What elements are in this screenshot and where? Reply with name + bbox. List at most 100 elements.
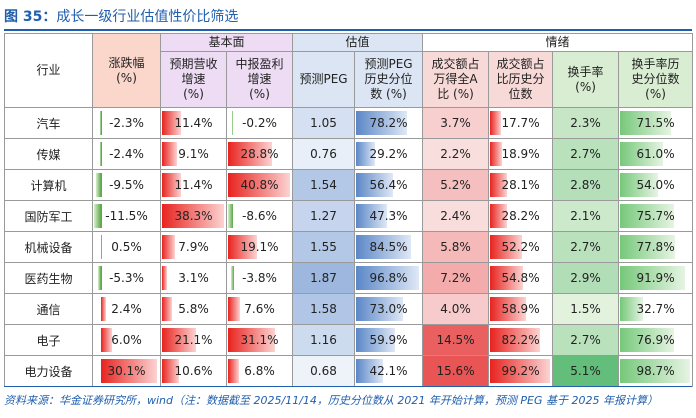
cell-amt-share: 7.2% — [422, 262, 490, 294]
cell-value: 52.2% — [501, 240, 540, 254]
cell-value: 0.5% — [111, 240, 142, 254]
cell-amt-pct: 58.9% — [488, 293, 554, 325]
cell-value: 5.8% — [440, 240, 471, 254]
cell-profit: 40.8% — [225, 169, 294, 201]
cell-turnover: 2.9% — [552, 262, 620, 294]
source-note: 资料来源：华金证券研究所，wind（注：数据截至 2025/11/14，历史分位… — [4, 394, 658, 407]
cell-peg: 1.87 — [292, 262, 356, 294]
cell-amt-share: 5.2% — [422, 169, 490, 201]
cell-value: 30.1% — [107, 364, 146, 378]
data-bar — [162, 266, 168, 290]
industry-name: 传媒 — [4, 138, 93, 170]
data-bar — [356, 204, 387, 228]
cell-value: 3.1% — [178, 271, 209, 285]
cell-amt-pct: 28.1% — [488, 169, 554, 201]
table-row: 机械设备 0.5% 7.9% 19.1% 1.55 84.5% 5.8% 52.2% 2.7% 7… — [4, 231, 694, 263]
data-bar — [101, 235, 102, 259]
data-bar — [356, 173, 393, 197]
cell-value: 29.2% — [369, 147, 408, 161]
cell-turnover-pct: 71.5% — [618, 107, 694, 139]
data-bar — [228, 142, 272, 166]
cell-value: 19.1% — [240, 240, 279, 254]
cell-value: -9.5% — [109, 178, 144, 192]
industry-name: 通信 — [4, 293, 93, 325]
table-row: 传媒 -2.4% 9.1% 28.8% 0.76 29.2% 2.2% 18.9% 2.7% 61… — [4, 138, 694, 170]
data-bar — [99, 142, 102, 166]
cell-value: 28.2% — [501, 209, 540, 223]
cell-profit: 6.8% — [225, 355, 294, 387]
cell-chg: -2.3% — [92, 107, 161, 139]
data-bar — [620, 266, 685, 290]
cell-value: 2.1% — [570, 209, 601, 223]
data-bar — [162, 204, 225, 228]
cell-value: 28.1% — [501, 178, 540, 192]
data-bar — [490, 328, 540, 352]
cell-amt-pct: 99.2% — [488, 355, 554, 387]
data-bar — [162, 328, 197, 352]
data-bar — [620, 204, 674, 228]
cell-value: 11.4% — [174, 178, 213, 192]
footer-rule — [4, 386, 692, 387]
cell-value: 73.0% — [369, 302, 408, 316]
cell-peg-pct: 96.8% — [354, 262, 424, 294]
cell-value: 4.0% — [440, 302, 471, 316]
data-bar — [162, 235, 176, 259]
cell-value: 71.5% — [636, 116, 675, 130]
header-peg-pct: 预测PEG 历史分位 数 (%) — [354, 51, 424, 108]
cell-value: -11.5% — [105, 209, 148, 223]
cell-value: 17.7% — [501, 116, 540, 130]
cell-value: 7.2% — [440, 271, 471, 285]
data-bar — [356, 359, 384, 383]
cell-turnover: 2.3% — [552, 107, 620, 139]
table-row: 通信 2.4% 5.8% 7.6% 1.58 73.0% 4.0% 58.9% 1.5% 32.7… — [4, 293, 694, 325]
cell-peg-pct: 73.0% — [354, 293, 424, 325]
table-row: 计算机 -9.5% 11.4% 40.8% 1.54 56.4% 5.2% 28.1% 2.8%… — [4, 169, 694, 201]
data-bar — [101, 328, 113, 352]
cell-profit: -3.8% — [225, 262, 294, 294]
cell-amt-share: 2.4% — [422, 200, 490, 232]
cell-value: 1.27 — [310, 209, 337, 223]
cell-turnover: 2.7% — [552, 138, 620, 170]
figure-caption: 成长一级行业估值性价比筛选 — [56, 9, 239, 25]
data-bar — [101, 297, 106, 321]
cell-amt-pct: 82.2% — [488, 324, 554, 356]
cell-chg: -5.3% — [92, 262, 161, 294]
cell-turnover: 2.8% — [552, 169, 620, 201]
header-valuation: 估值 — [292, 33, 424, 52]
data-bar — [490, 173, 508, 197]
data-bar — [228, 204, 234, 228]
screening-table: 行业 涨跌幅 (%) 基本面 估值 情绪 预期营收 增速 (%) 中报盈利 增速… — [4, 33, 694, 387]
data-bar — [228, 328, 276, 352]
table-row: 医药生物 -5.3% 3.1% -3.8% 1.87 96.8% 7.2% 54.8% 2.9%… — [4, 262, 694, 294]
cell-turnover-pct: 77.8% — [618, 231, 694, 263]
data-bar — [95, 173, 102, 197]
cell-value: 2.4% — [111, 302, 142, 316]
cell-value: 32.7% — [636, 302, 675, 316]
cell-peg: 1.54 — [292, 169, 356, 201]
cell-value: 2.7% — [570, 240, 601, 254]
cell-value: 61.0% — [636, 147, 675, 161]
cell-amt-pct: 18.9% — [488, 138, 554, 170]
header-amt-pct: 成交额占 比历史分 位数 — [488, 51, 554, 108]
data-bar — [620, 328, 675, 352]
cell-value: 77.8% — [636, 240, 675, 254]
data-bar — [99, 111, 102, 135]
data-bar — [490, 266, 524, 290]
cell-value: 1.58 — [310, 302, 337, 316]
data-bar — [490, 204, 508, 228]
data-bar — [620, 235, 676, 259]
data-bar — [231, 266, 234, 290]
cell-profit: 19.1% — [225, 231, 294, 263]
cell-peg: 0.68 — [292, 355, 356, 387]
data-bar — [228, 359, 239, 383]
cell-value: 42.1% — [369, 364, 408, 378]
title-rule — [4, 29, 692, 31]
header-industry: 行业 — [4, 33, 93, 108]
cell-profit: 31.1% — [225, 324, 294, 356]
cell-peg: 1.58 — [292, 293, 356, 325]
cell-turnover-pct: 98.7% — [618, 355, 694, 387]
zero-axis — [101, 173, 103, 197]
cell-value: 1.87 — [310, 271, 337, 285]
cell-peg-pct: 47.3% — [354, 200, 424, 232]
cell-chg: -11.5% — [92, 200, 161, 232]
